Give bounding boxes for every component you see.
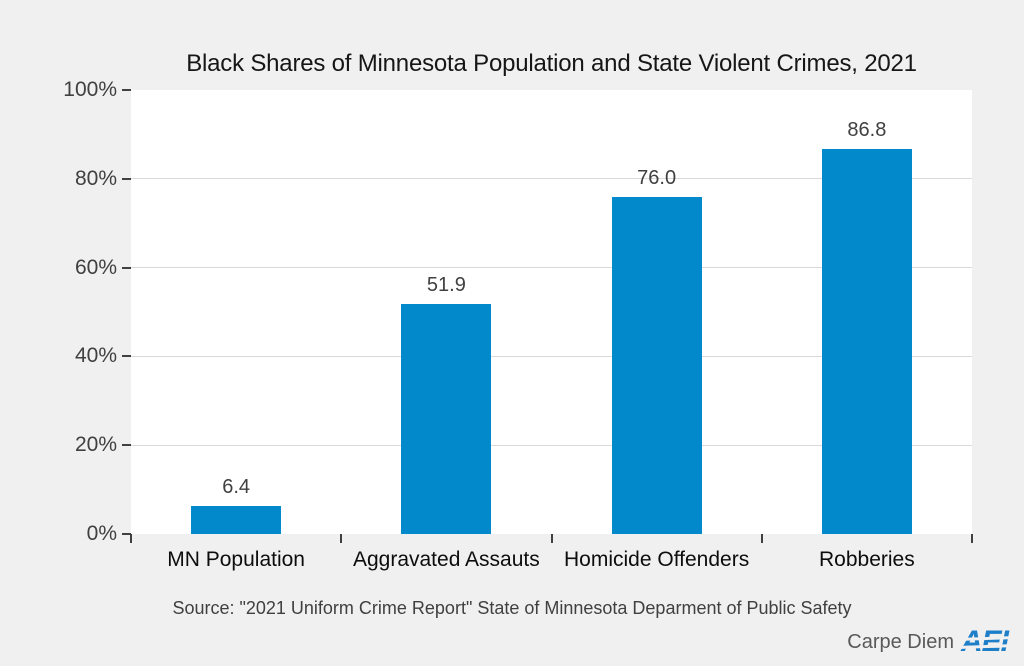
bar-value-label: 76.0 [637, 166, 677, 189]
branding: Carpe Diem AEI [847, 624, 1012, 660]
bar-3 [611, 196, 702, 534]
bar-2 [401, 303, 492, 534]
x-axis-tick [971, 534, 973, 543]
y-axis-labels: 0% 20% 40% 60% 80% 100% [0, 78, 117, 545]
aei-logo: AEI [960, 625, 1012, 658]
y-tick-label: 0% [86, 522, 117, 545]
y-tick-label: 80% [74, 166, 117, 190]
chart-title: Black Shares of Minnesota Population and… [186, 50, 917, 77]
category-label: Aggravated Assauts [352, 548, 540, 571]
y-tick-label: 20% [74, 433, 117, 457]
x-axis-tick [340, 534, 343, 543]
bar-value-label: 51.9 [426, 273, 466, 296]
y-axis-tick [122, 533, 131, 535]
y-axis-tick [122, 266, 131, 269]
bar-value-label: 6.4 [222, 475, 251, 498]
x-axis-tick [130, 534, 132, 543]
aei-logo-text: AEI [960, 625, 1009, 658]
gridline [131, 267, 972, 269]
gridline [131, 444, 972, 446]
bar-4 [821, 148, 912, 534]
x-axis-labels: MN Population Aggravated Assauts Homicide … [131, 548, 972, 576]
source-note: Source: "2021 Uniform Crime Report" Stat… [172, 598, 852, 618]
category-label: Homicide Offenders [564, 548, 750, 571]
bar-1 [191, 505, 282, 534]
branding-text: Carpe Diem [847, 630, 954, 653]
y-axis-tick [122, 444, 131, 447]
y-axis-tick [122, 355, 131, 358]
category-label: MN Population [167, 548, 305, 571]
x-axis-tick [550, 534, 553, 543]
category-label: Robberies [819, 548, 915, 571]
plot-area: 6.4 51.9 76.0 86.8 [122, 89, 973, 543]
bar-value-label: 86.8 [847, 118, 887, 141]
gridline [131, 355, 972, 357]
y-tick-label: 40% [74, 344, 117, 368]
gridline [131, 178, 972, 180]
y-axis-tick [122, 177, 131, 180]
y-tick-label: 60% [74, 255, 117, 279]
y-tick-label: 100% [63, 78, 117, 101]
y-axis-tick [122, 89, 131, 91]
x-axis-tick [760, 534, 763, 543]
